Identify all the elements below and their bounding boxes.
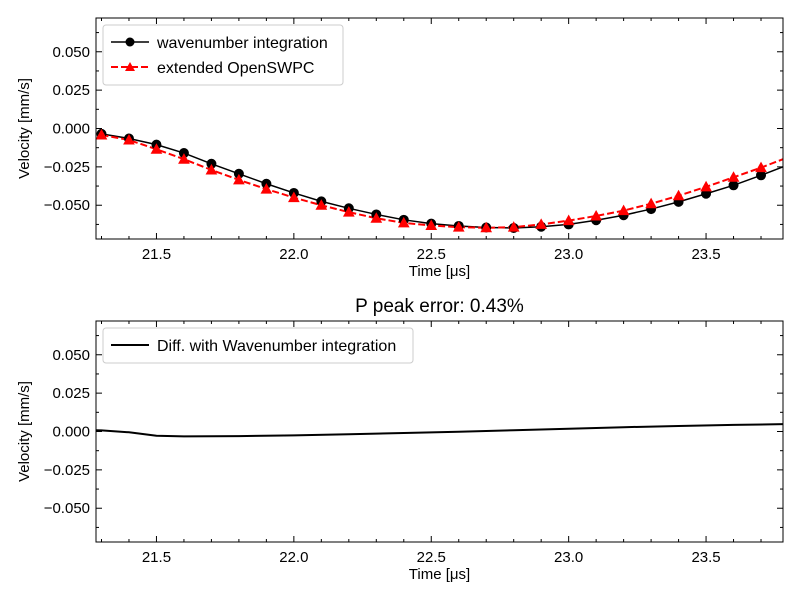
y-axis-label: Velocity [mm/s] [16,381,33,482]
series-line-0 [96,423,783,438]
x-axis-label: Time [μs] [409,566,470,583]
data-point [150,143,163,154]
y-tick-label: 0.025 [52,385,90,402]
data-point [260,183,273,194]
y-axis-label: Velocity [mm/s] [16,78,33,179]
x-tick-label: 22.5 [417,246,446,263]
data-point [507,221,520,232]
y-tick-label: 0.050 [52,347,90,364]
x-tick-label: 23.0 [554,549,583,566]
data-point [756,170,767,181]
x-tick-label: 23.5 [691,246,720,263]
bottom-plot: 21.5 22.0 22.5 23.0 23.5 0.050 0.025 0.000 −0.02… [16,296,784,583]
x-tick-label: 21.5 [142,246,171,263]
data-point [535,218,548,229]
legend-entry: extended OpenSWPC [157,60,314,77]
data-point [727,171,740,182]
data-point [288,191,300,203]
data-point [480,221,493,233]
x-tick-label: 22.0 [279,549,308,566]
x-tick-label: 22.0 [279,246,308,263]
plot-area [96,423,783,438]
x-tick-label: 23.0 [554,246,583,263]
data-point [728,180,739,191]
series-line-1 [101,133,783,229]
y-tick-label: 0.000 [52,424,90,441]
data-point [370,212,383,223]
axes-frame [95,17,784,240]
axes-frame [95,320,784,543]
data-point [178,153,190,164]
data-point [315,199,328,210]
y-tick-label: 0.025 [52,82,90,99]
y-tick-label: 0.050 [52,44,90,61]
data-point [617,204,630,216]
legend: Diff. with Wavenumber integration [102,327,414,364]
x-tick-label: 21.5 [142,549,171,566]
legend-marker [125,62,135,71]
legend: wavenumber integration extended OpenSWPC [102,24,344,86]
data-point [562,214,575,226]
x-axis-label: Time [μs] [409,263,470,280]
data-point [425,219,438,230]
x-tick-label: 23.5 [691,549,720,566]
data-point [672,189,685,201]
data-point [700,180,712,192]
data-point [397,216,410,228]
data-point [755,161,767,173]
data-point [452,221,465,232]
data-point [590,209,602,221]
data-point [96,128,108,140]
data-point [205,163,218,175]
y-tick-label: −0.025 [44,462,90,479]
plot-area [96,128,783,233]
y-tick-label: −0.050 [44,500,90,517]
y-tick-label: −0.025 [44,159,90,176]
top-plot: 21.5 22.0 22.5 23.0 23.5 0.050 0.025 0.000 −0.02… [16,17,784,280]
legend-marker [125,37,135,47]
y-tick-label: 0.000 [52,121,90,138]
data-point [233,173,245,185]
chart-title: P peak error: 0.43% [355,296,524,317]
y-tick-label: −0.050 [44,197,90,214]
data-point [123,133,135,145]
data-point [342,206,355,217]
legend-entry: wavenumber integration [156,35,328,52]
legend-box [102,24,344,86]
legend-box [102,327,414,364]
x-tick-label: 22.5 [417,549,446,566]
legend-entry: Diff. with Wavenumber integration [157,338,396,355]
data-point [645,197,657,209]
